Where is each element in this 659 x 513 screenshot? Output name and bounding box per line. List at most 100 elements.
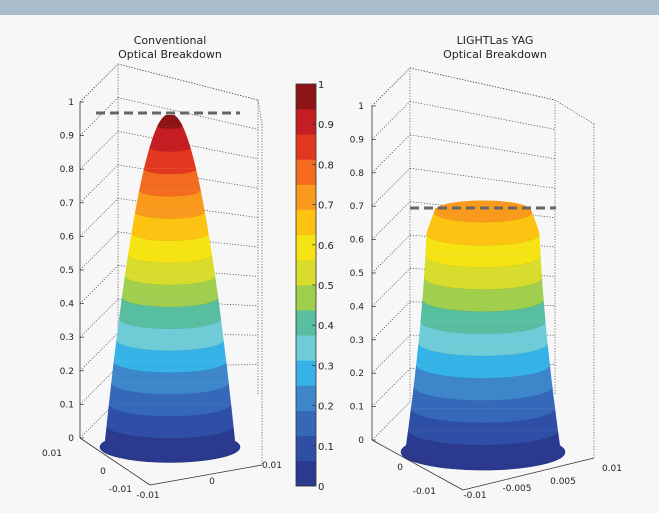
z-tick-label: 0.7 <box>60 199 74 209</box>
surface-contour <box>124 275 216 286</box>
z-tick-label: 0.3 <box>350 336 364 346</box>
surface-contour <box>404 451 562 468</box>
colorbar-cell <box>296 435 316 462</box>
colorbar-tick-label: 0.4 <box>318 321 334 332</box>
surface-contour <box>131 233 209 242</box>
header-bar <box>0 0 659 15</box>
surface-contour <box>127 254 213 264</box>
left-chart-title-line1: Conventional <box>134 34 207 47</box>
colorbar-cell <box>296 84 316 110</box>
left-y-tick-0: 0.01 <box>42 449 62 459</box>
surface-top <box>435 200 531 220</box>
surface-contour <box>407 430 559 446</box>
colorbar-cell <box>296 109 316 135</box>
right-x-tick-0: -0.01 <box>463 491 486 501</box>
z-tick-label: 0.8 <box>60 165 75 175</box>
surface-contour <box>143 168 197 175</box>
z-tick-label: 1 <box>358 102 364 112</box>
colorbar-cell <box>296 335 316 361</box>
surface-contour <box>425 255 541 268</box>
surface-contour <box>423 277 543 290</box>
right-z-ticks: 0 0.1 0.2 0.3 0.4 0.5 0.6 0.7 0.8 0.9 1 <box>350 102 376 446</box>
left-surface <box>99 115 241 463</box>
surface-band <box>157 115 183 127</box>
colorbar-tick-label: 0.5 <box>318 281 334 292</box>
colorbar-cell <box>296 285 316 311</box>
colorbar-cell <box>296 310 316 336</box>
surface-band <box>143 147 197 169</box>
colorbar-tick-label: 0.7 <box>318 201 334 212</box>
colorbar-cell <box>296 360 316 386</box>
z-tick-label: 0.2 <box>60 367 74 377</box>
z-tick-label: 0.4 <box>60 300 75 310</box>
left-chart: Conventional Optical Breakdown 0 0.1 0.2 0.… <box>42 34 282 501</box>
colorbar-tick-label: 0.2 <box>318 402 334 413</box>
left-y-tick-1: 0 <box>100 467 106 477</box>
z-tick-label: 0 <box>358 436 364 446</box>
colorbar-tick-label: 1 <box>318 80 324 91</box>
surface-contour <box>108 404 232 417</box>
surface-contour <box>106 425 234 439</box>
right-surface <box>400 200 566 471</box>
surface-contour <box>134 211 206 219</box>
colorbar-cell <box>296 259 316 286</box>
z-tick-label: 0.9 <box>350 135 365 145</box>
right-x-tick-1: -0.005 <box>502 484 531 494</box>
right-chart-title-line2: Optical Breakdown <box>443 48 547 61</box>
surface-contour <box>420 321 546 335</box>
z-tick-label: 0.1 <box>60 400 74 410</box>
surface-contour <box>157 125 183 129</box>
colorbar-cell <box>296 134 316 160</box>
left-x-tick-1: 0 <box>209 477 215 487</box>
colorbar-tick-label: 0.3 <box>318 361 334 372</box>
colorbar: 0 0.1 0.2 0.3 0.4 0.5 0.6 0.7 0.8 0.9 1 <box>295 80 334 493</box>
surface-contour <box>116 339 224 351</box>
surface-contour <box>410 408 556 424</box>
surface-contour <box>111 382 229 395</box>
colorbar-cells <box>296 84 316 487</box>
surface-contour <box>118 318 222 330</box>
z-tick-label: 0.6 <box>350 236 365 246</box>
z-tick-label: 0.5 <box>60 266 74 276</box>
colorbar-tick-label: 0.8 <box>318 160 334 171</box>
right-x-tick-2: 0.005 <box>550 477 576 487</box>
z-tick-label: 0.4 <box>350 302 365 312</box>
colorbar-cell <box>296 410 316 437</box>
colorbar-tick-label: 0.9 <box>318 120 334 131</box>
colorbar-ticks: 0 0.1 0.2 0.3 0.4 0.5 0.6 0.7 0.8 0.9 1 <box>312 80 334 493</box>
z-tick-label: 0.1 <box>350 403 364 413</box>
right-y-tick-1: -0.01 <box>413 487 436 497</box>
right-chart-title-line1: LIGHTLas YAG <box>457 34 534 47</box>
colorbar-cell <box>296 234 316 261</box>
surface-top <box>165 116 175 118</box>
colorbar-tick-label: 0 <box>318 482 324 493</box>
z-tick-label: 0.3 <box>60 333 74 343</box>
colorbar-tick-label: 0.1 <box>318 442 334 453</box>
surface-contour <box>113 361 227 373</box>
surface-contour <box>104 446 236 461</box>
z-tick-label: 0.7 <box>350 202 364 212</box>
surface-contour <box>139 190 201 197</box>
z-tick-label: 0.2 <box>350 369 364 379</box>
right-x-tick-3: 0.01 <box>602 464 622 474</box>
left-z-ticks: 0 0.1 0.2 0.3 0.4 0.5 0.6 0.7 0.8 0.9 1 <box>60 98 84 444</box>
surface-contour <box>415 364 551 379</box>
colorbar-cell <box>296 460 316 487</box>
colorbar-cell <box>296 385 316 411</box>
colorbar-cell <box>296 159 316 185</box>
right-y-tick-0: 0 <box>397 463 403 473</box>
surface-contour <box>426 234 540 246</box>
colorbar-cell <box>296 209 316 236</box>
surface-band <box>139 168 201 191</box>
surface-contour <box>413 386 553 401</box>
z-tick-label: 0.8 <box>350 169 365 179</box>
surface-contour <box>121 297 219 308</box>
surface-contour <box>149 147 191 152</box>
left-x-tick-0: -0.01 <box>136 491 159 501</box>
z-tick-label: 0.9 <box>60 132 75 142</box>
colorbar-cell <box>296 184 316 210</box>
left-y-tick-2: -0.01 <box>109 485 132 495</box>
z-tick-label: 0.6 <box>60 232 75 242</box>
z-tick-label: 0 <box>68 434 74 444</box>
left-x-tick-2: 0.01 <box>262 461 282 471</box>
